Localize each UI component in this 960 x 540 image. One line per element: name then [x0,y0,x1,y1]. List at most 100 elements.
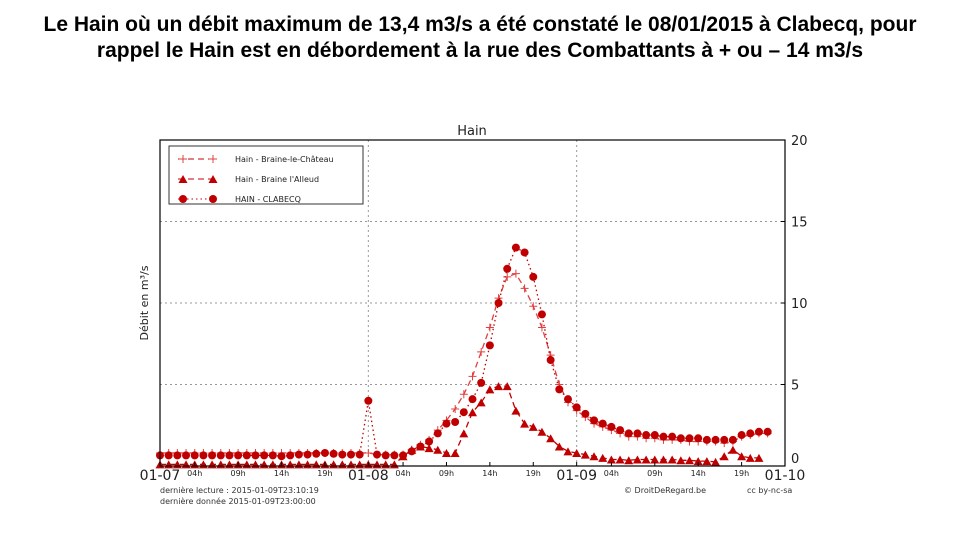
data-point [277,452,286,461]
copyright: © DroitDeRegard.be [624,486,707,495]
legend-marker [179,155,187,163]
data-point [589,452,599,461]
data-point [303,450,312,459]
data-point [364,448,373,457]
data-point [693,457,703,466]
data-point [424,444,434,453]
data-point [459,408,468,417]
data-point [502,382,512,391]
data-point [598,419,607,428]
data-point [190,451,199,460]
data-point [242,451,251,460]
data-point [702,435,711,444]
data-point [607,422,616,431]
data-point [633,429,642,438]
data-point [580,450,590,459]
legend-marker [209,195,217,203]
data-point [702,457,712,466]
data-point [720,435,729,444]
legend-marker [178,175,188,183]
data-point [286,451,295,460]
data-point [494,299,503,307]
y-tick-label: 15 [791,216,808,231]
series-line [160,272,768,456]
data-point [581,409,590,418]
data-point [511,269,520,278]
data-point [554,442,564,451]
data-point [650,455,660,464]
data-point [676,456,686,465]
x-tick-label: 19h [526,469,541,478]
data-point [598,453,608,462]
data-point [485,323,494,332]
data-point [468,395,477,404]
y-tick-label: 5 [791,379,799,394]
data-point [468,372,477,381]
data-point [529,272,538,281]
data-point [450,448,460,457]
data-point [528,422,538,431]
data-point [390,451,399,460]
x-tick-label: 01-07 [140,468,181,484]
data-point [355,450,364,459]
data-point [563,447,573,456]
data-point [667,455,677,464]
data-point [711,457,721,466]
data-point [606,455,616,464]
data-point [563,395,572,404]
data-point [616,426,625,435]
data-point [173,451,182,460]
last-read: dernière lecture : 2015-01-09T23:10:19 [160,486,319,495]
x-tick-label: 01-09 [556,468,597,484]
data-point [728,445,738,454]
data-point [485,385,495,394]
y-tick-label: 20 [791,134,808,149]
data-point [503,272,512,281]
data-point [476,398,486,407]
data-point [746,429,755,438]
x-tick-label: 04h [187,469,202,478]
data-point [451,417,460,426]
data-point [658,455,668,464]
data-point [572,403,581,412]
data-point [537,323,546,332]
data-point [477,347,486,356]
data-point [468,408,477,417]
data-point [511,243,520,252]
data-point [685,456,695,465]
data-point [529,302,538,311]
data-point [624,429,633,438]
slide-title: Le Hain où un débit maximum de 13,4 m3/s… [43,13,917,62]
x-tick-label: 14h [274,469,289,478]
data-point [745,453,755,462]
x-tick-label: 14h [691,469,706,478]
data-point [737,452,747,461]
data-point [503,264,512,273]
data-point [754,427,763,436]
data-point [728,435,737,444]
x-tick-label: 04h [604,469,619,478]
data-point [208,451,217,460]
data-point [199,451,208,460]
legend-marker [179,195,187,203]
data-point [685,434,694,443]
data-point [451,404,460,413]
data-point [182,451,191,460]
x-tick-label: 19h [734,469,749,478]
x-tick-label: 09h [647,469,662,478]
data-point [763,427,772,436]
data-point [216,451,225,460]
x-tick-label: 04h [395,469,410,478]
legend-label: HAIN - CLABECQ [235,195,301,204]
legend: Hain - Braine-le-Château Hain - Braine l'… [168,145,364,205]
data-point [225,451,234,460]
data-point [546,434,556,443]
data-point [719,452,729,461]
data-point [320,448,329,457]
x-tick-label: 01-10 [765,468,806,484]
data-point [632,455,642,464]
data-point [251,451,260,460]
y-axis-label: Débit en m³/s [138,265,151,340]
data-point [433,445,443,454]
